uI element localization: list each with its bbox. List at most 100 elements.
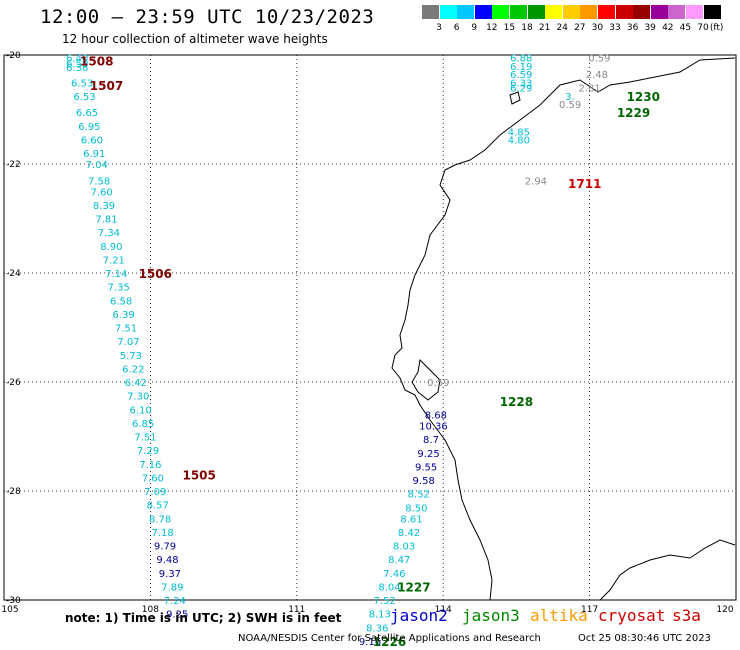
wave-height-value: 6.10: [130, 405, 152, 416]
wave-height-value: 0.59: [559, 100, 581, 111]
wave-height-value: 8.78: [149, 514, 171, 525]
scale-unit-label: (ft): [709, 23, 724, 33]
wave-height-value: 0.59: [588, 54, 610, 65]
scale-swatch: [474, 5, 492, 19]
scale-swatch: [580, 5, 598, 19]
scale-swatch: [650, 5, 668, 19]
page-title: 12:00 – 23:59 UTC 10/23/2023: [40, 6, 375, 28]
timestamp-text: Oct 25 08:30:46 UTC 2023: [578, 633, 711, 644]
pass-time-label: 1229: [617, 106, 650, 120]
legend-item-s3a: s3a: [672, 606, 701, 625]
wave-height-value: 6.38: [66, 63, 88, 74]
wave-height-value: 7.60: [142, 473, 164, 484]
wave-height-value: 6.19: [510, 62, 532, 73]
wave-height-value: 9.16: [359, 637, 381, 648]
wave-height-value: 7.81: [95, 215, 117, 226]
pass-time-label: 1230: [627, 90, 660, 104]
lat-tick-label: -30: [6, 596, 21, 606]
scale-tick-label: 27: [574, 23, 586, 33]
scale-tick-label: 36: [626, 23, 639, 33]
wave-height-value: 6.42: [125, 378, 147, 389]
wave-height-value: 6.29: [510, 84, 532, 95]
wave-height-value: 7.18: [151, 528, 173, 539]
pass-time-label: 1226: [373, 635, 406, 649]
wave-height-value: 6.58: [110, 296, 132, 307]
wave-height-value: 7.30: [127, 392, 149, 403]
scale-tick-label: 21: [538, 23, 551, 33]
wave-height-value: 9.25: [166, 610, 188, 621]
island: [509, 91, 521, 105]
note-text: note: 1) Time is in UTC; 2) SWH is in fe…: [65, 611, 342, 625]
wave-height-value: 6.33: [510, 78, 532, 89]
credit-text: NOAA/NESDIS Center for Satellite Applica…: [238, 633, 541, 644]
wave-height-value: 7.24: [164, 596, 186, 607]
scale-swatch: [545, 5, 563, 19]
wave-height-value: 8.57: [147, 501, 169, 512]
wave-height-value: 6.53: [73, 92, 95, 103]
wave-height-value: 7.52: [374, 596, 396, 607]
scale-tick-label: 15: [503, 23, 516, 33]
pass-time-label: 1228: [500, 395, 533, 409]
pass-time-label: 1505: [182, 469, 215, 483]
scale-tick-label: 24: [556, 23, 568, 33]
wave-height-value: 3.: [565, 92, 575, 103]
wave-height-value: 7.29: [137, 446, 159, 457]
wave-height-value: 6.95: [78, 122, 100, 133]
wave-height-value: 6.39: [112, 310, 134, 321]
wave-height-value: 6.65: [76, 108, 98, 119]
wave-height-value: 7.04: [86, 160, 108, 171]
wave-height-value: 6.91: [83, 149, 105, 160]
wave-height-value: 7.34: [98, 228, 120, 239]
map-frame: [3, 54, 737, 601]
scale-tick-label: 39: [644, 23, 656, 33]
map-border: [3, 54, 737, 601]
wave-height-value: 8.50: [405, 503, 427, 514]
wave-height-value: 9.37: [159, 569, 181, 580]
scale-swatch: [527, 5, 545, 19]
wave-height-value: 9.25: [417, 449, 439, 460]
lat-tick-label: -26: [6, 378, 21, 388]
scale-tick-label: 70: [697, 23, 709, 33]
wave-height-value: 8.03: [393, 542, 415, 553]
scale-swatch: [668, 5, 686, 19]
scale-tick-label: 30: [591, 23, 604, 33]
scale-swatch: [615, 5, 633, 19]
wave-height-value: 7.35: [108, 283, 130, 294]
pass-time-label: 1507: [90, 79, 123, 93]
scale-swatch: [686, 5, 703, 19]
australia-coastline: [391, 57, 736, 601]
page-subtitle: 12 hour collection of altimeter wave hei…: [62, 32, 328, 46]
legend-item-jason2: jason2: [390, 606, 448, 625]
wave-height-value: 7.14: [105, 269, 127, 280]
lon-tick-label: 117: [581, 605, 598, 615]
altimeter-tracks: 6.406.596.386.536.536.656.956.606.917.04…: [66, 54, 610, 648]
legend-item-altika: altika: [530, 606, 588, 625]
pass-time-label: 1506: [139, 267, 172, 281]
wave-height-value: 7.60: [90, 187, 112, 198]
wave-height-value: 5.73: [120, 351, 142, 362]
wave-height-value: 7.07: [117, 337, 139, 348]
lat-tick-label: -24: [6, 269, 21, 279]
lat-tick-label: -20: [6, 51, 21, 61]
scale-tick-label: 18: [521, 23, 533, 33]
scale-swatch: [492, 5, 510, 19]
wave-height-value: 8.61: [400, 514, 422, 525]
wave-height-value: 8.39: [93, 201, 115, 212]
wave-height-value: 8.52: [408, 490, 430, 501]
wave-height-value: 7.58: [88, 176, 110, 187]
wave-height-value: 6.60: [81, 135, 103, 146]
wave-height-value: 6.59: [510, 70, 532, 81]
scale-tick-label: 12: [486, 23, 498, 33]
lat-lon-grid: [4, 55, 736, 600]
wave-height-value: 6.40: [66, 54, 88, 65]
scale-tick-label: 3: [436, 23, 442, 33]
scale-swatch: [633, 5, 651, 19]
wave-height-value: 10.36: [419, 422, 448, 433]
wave-height-value: 2.94: [525, 176, 547, 187]
wave-height-value: 8.68: [425, 411, 447, 422]
scale-tick-label: 9: [471, 23, 478, 33]
axis-labels: 105 108 111 114 117 120 -20 -22 -24 -26 -28 -30: [1, 51, 733, 615]
scale-swatch: [510, 5, 527, 19]
wave-height-value: 7.16: [139, 460, 161, 471]
wave-height-value: 9.79: [154, 542, 176, 553]
